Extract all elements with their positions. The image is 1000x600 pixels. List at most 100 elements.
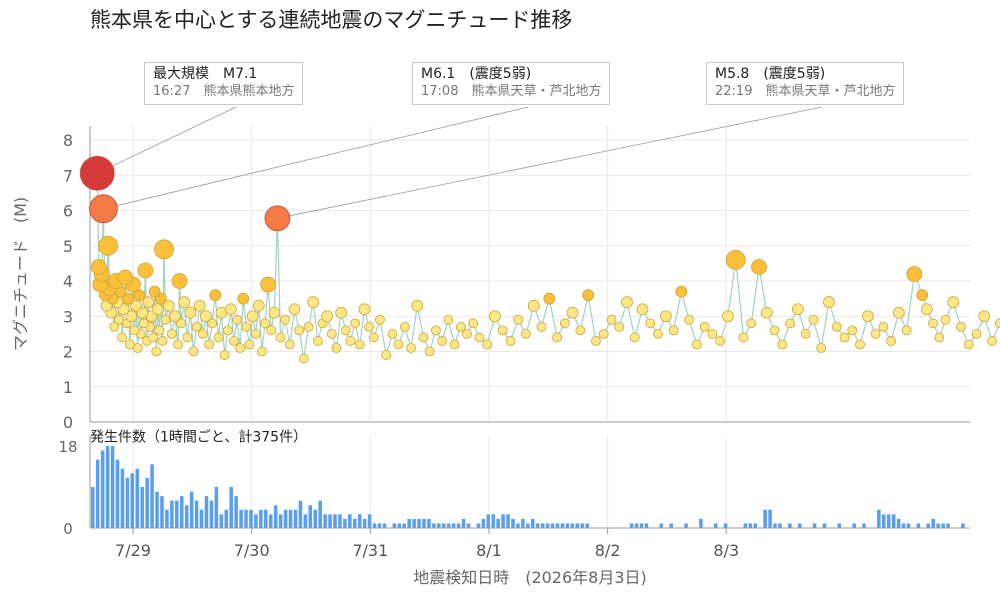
callout-m58-sub: 22:19 熊本県天草・芦北地方 (715, 84, 896, 99)
hourly-bar (916, 523, 921, 528)
hourly-bar (224, 509, 229, 528)
hourly-bar (130, 473, 135, 528)
magnitude-point (552, 332, 562, 343)
magnitude-point (340, 325, 351, 336)
hourly-bar (812, 523, 817, 528)
magnitude-point (505, 336, 516, 346)
hourly-bar (629, 523, 634, 528)
hourly-bar (699, 518, 703, 528)
magnitude-point (109, 321, 120, 332)
magnitude-point (582, 289, 595, 302)
hourly-bar (550, 523, 555, 528)
hourly-bar (797, 523, 802, 528)
magnitude-point (443, 314, 454, 325)
chart-title: 熊本県を中心とする連続地震のマグニチュード推移 (90, 8, 573, 32)
y-tick-label: 7 (63, 166, 73, 185)
magnitude-point (307, 296, 320, 309)
hourly-bar (412, 518, 416, 528)
hourly-bar (377, 523, 382, 528)
hourly-bar (189, 491, 194, 528)
hourly-bar (100, 450, 105, 528)
bar-y-ticks: 0 18 (58, 438, 77, 538)
magnitude-point (636, 303, 649, 316)
hourly-bar (713, 523, 718, 528)
magnitude-point (901, 325, 912, 336)
hourly-bar (545, 523, 550, 528)
magnitude-point (536, 321, 547, 332)
hourly-bar (461, 518, 466, 528)
magnitude-point (268, 306, 281, 319)
magnitude-point (222, 325, 233, 336)
magnitude-point (760, 306, 773, 319)
hourly-bar (115, 459, 120, 528)
magnitude-point (232, 314, 242, 325)
hourly-bar (501, 514, 505, 528)
magnitude-point (117, 269, 134, 286)
magnitude-point (368, 332, 379, 343)
magnitude-point (381, 350, 392, 360)
magnitude-point (294, 325, 305, 336)
magnitude-point (298, 353, 309, 364)
magnitude-point (157, 336, 168, 346)
magnitude-point (171, 273, 188, 289)
magnitude-point (855, 339, 865, 350)
callout-leader (97, 106, 237, 174)
magnitude-point (940, 314, 951, 325)
magnitude-point (521, 329, 531, 339)
magnitude-point (151, 346, 162, 357)
scatter-y-axis-label: マグニチュード (M) (11, 197, 30, 351)
magnitude-point (250, 329, 261, 339)
magnitude-point (566, 306, 579, 319)
hourly-bar (456, 523, 461, 528)
hourly-bar (333, 514, 337, 528)
magnitude-point (209, 289, 222, 302)
magnitude-point (166, 329, 177, 339)
hourly-bar (639, 523, 644, 528)
hourly-bar (526, 523, 530, 528)
magnitude-point (241, 321, 252, 332)
x-ticks: 7/29 7/30 7/31 8/1 8/2 8/3 (115, 528, 739, 560)
bar-gridlines (132, 436, 727, 528)
magnitude-point (430, 325, 441, 336)
hourly-bar (901, 523, 906, 528)
magnitude-point (928, 318, 938, 329)
magnitude-point (219, 350, 230, 360)
hourly-bar (160, 496, 164, 528)
hourly-bar (644, 523, 649, 528)
y-tick-label: 2 (63, 343, 73, 362)
hourly-bar (427, 518, 431, 528)
hourly-bar (323, 514, 327, 528)
magnitude-point (823, 296, 835, 309)
hourly-bar (748, 523, 753, 528)
hourly-bar (659, 523, 664, 528)
magnitude-point (197, 329, 208, 339)
magnitude-point (375, 314, 385, 325)
magnitude-point (575, 325, 586, 336)
hourly-bar (343, 518, 347, 528)
y-tick-label: 0 (63, 413, 73, 432)
x-axis-label: 地震検知日時 (2026年8月3日) (413, 568, 647, 587)
magnitude-point (513, 314, 524, 325)
callout-m58-main: M5.8 (震度5弱) (715, 66, 826, 82)
x-tick-label: 7/30 (234, 541, 270, 560)
hourly-bar (268, 514, 273, 528)
magnitude-point (699, 321, 710, 332)
magnitude-point (892, 306, 905, 319)
hourly-bar (199, 509, 204, 528)
hourly-bar (491, 514, 495, 528)
magnitude-point (406, 343, 416, 353)
magnitude-point (114, 314, 124, 325)
magnitude-point (204, 339, 214, 350)
magnitude-point (653, 329, 663, 339)
magnitude-point (160, 314, 171, 325)
callout-m61: M6.1 (震度5弱) 17:08 熊本県天草・芦北地方 (412, 62, 611, 105)
magnitude-point (148, 285, 161, 298)
hourly-bar (328, 514, 332, 528)
hourly-bar (194, 500, 199, 528)
magnitude-point (870, 329, 881, 339)
magnitude-point (777, 339, 788, 350)
magnitude-point (331, 343, 342, 353)
magnitude-point (229, 336, 239, 346)
magnitude-point (154, 239, 174, 260)
magnitude-point (148, 332, 159, 343)
